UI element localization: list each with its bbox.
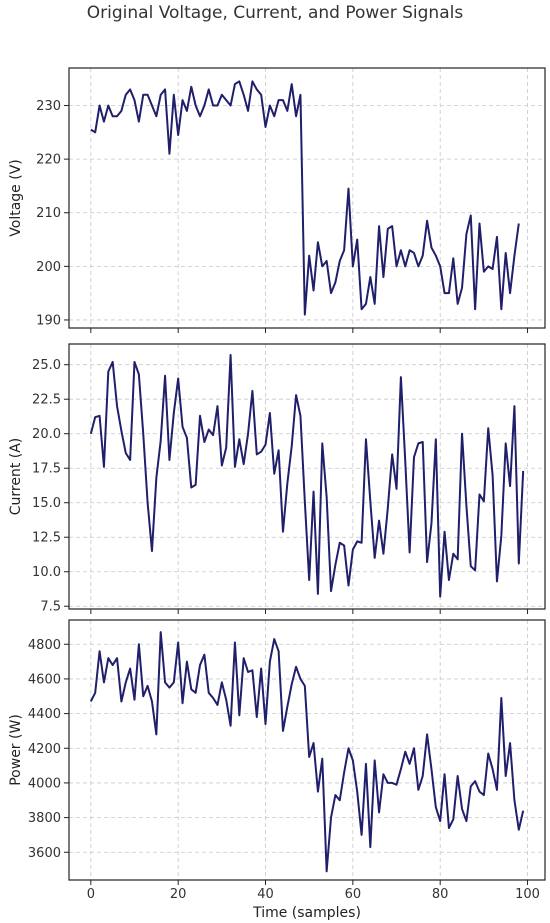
power-y-tick-label: 4600 <box>28 672 61 687</box>
current-y-tick-label: 22.5 <box>32 393 61 408</box>
current-panel: 7.5 10.0 12.5 15.0 17.5 20.0 22.5 25.0 Current (… <box>8 343 546 615</box>
x-tick-label: 60 <box>345 887 362 902</box>
power-plot-frame <box>68 619 546 881</box>
x-tick-label: 20 <box>170 887 187 902</box>
current-plot-frame <box>68 343 546 610</box>
power-y-axis-label: Power (W) <box>8 714 24 786</box>
voltage-plot-frame <box>68 67 546 329</box>
power-y-tick-label: 4400 <box>28 707 61 722</box>
power-y-tick-label: 4800 <box>28 638 61 653</box>
power-panel: 3600 3800 4000 4200 4400 4600 4800 Power (W) 0 20… <box>8 619 546 902</box>
voltage-y-tick-label: 200 <box>36 260 61 275</box>
power-series-line <box>89 631 525 873</box>
x-tick-label: 100 <box>515 887 540 902</box>
current-y-tick-label: 10.0 <box>32 565 61 580</box>
x-axis-label: Time (samples) <box>252 905 361 921</box>
power-y-tick-label: 4200 <box>28 742 61 757</box>
x-tick-label: 80 <box>432 887 449 902</box>
power-y-tick-label: 3800 <box>28 811 61 826</box>
x-tick-label: 40 <box>257 887 274 902</box>
current-y-axis-label: Current (A) <box>8 438 24 516</box>
current-series-line <box>89 354 525 598</box>
voltage-y-tick-label: 210 <box>36 206 61 221</box>
voltage-y-tick-label: 190 <box>36 313 61 328</box>
current-y-tick-label: 15.0 <box>32 496 61 511</box>
power-y-tick-label: 3600 <box>28 846 61 861</box>
voltage-y-tick-label: 220 <box>36 153 61 168</box>
voltage-panel: 190 200 210 220 230 Voltage (V) <box>8 67 546 333</box>
current-y-tick-label: 7.5 <box>40 600 61 615</box>
chart-title: Original Voltage, Current, and Power Sig… <box>87 3 464 23</box>
voltage-series-line <box>90 80 520 316</box>
voltage-y-tick-label: 230 <box>36 99 61 114</box>
x-tick-label: 0 <box>87 887 95 902</box>
current-y-tick-label: 20.0 <box>32 427 61 442</box>
power-y-tick-label: 4000 <box>28 776 61 791</box>
voltage-y-axis-label: Voltage (V) <box>8 159 24 236</box>
current-y-tick-label: 25.0 <box>32 358 61 373</box>
current-y-tick-label: 12.5 <box>32 531 61 546</box>
current-y-tick-label: 17.5 <box>32 462 61 477</box>
